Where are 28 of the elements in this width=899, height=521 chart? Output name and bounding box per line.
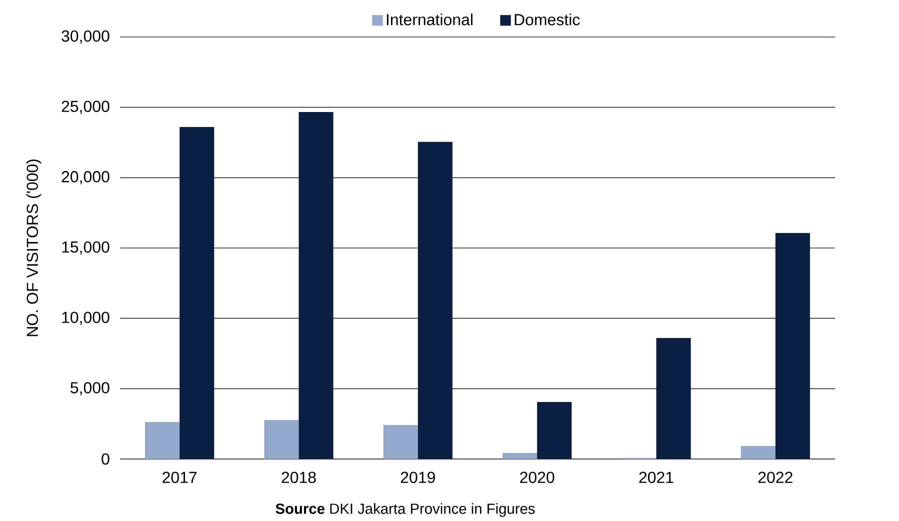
legend-label: Domestic: [514, 14, 580, 26]
y-tick-label: 30,000: [62, 30, 110, 44]
bar: [145, 422, 180, 459]
legend-label: International: [386, 14, 472, 26]
x-tick-label: 2020: [520, 472, 554, 484]
x-tick-label: 2018: [282, 472, 316, 484]
bar: [418, 142, 452, 459]
x-tick-label: 2019: [400, 472, 435, 484]
y-tick-label: 25,000: [62, 100, 110, 114]
bar: [264, 420, 299, 459]
bar: [180, 127, 214, 459]
y-tick-label: 5,000: [70, 382, 110, 396]
text: Source DKI Jakarta Province in Figures: [276, 503, 535, 517]
y-tick-label: 10,000: [62, 312, 110, 325]
y-tick-label: 15,000: [62, 241, 110, 255]
x-tick-label: 2017: [162, 472, 197, 484]
bar: [740, 446, 776, 459]
bar: [656, 338, 691, 459]
y-tick-label: 20,000: [62, 171, 110, 184]
bar: [502, 452, 538, 459]
y-axis-title: NO. OF VISITORS ('000): [26, 160, 42, 336]
y-tick-label: 0: [102, 453, 110, 465]
bar: [383, 424, 418, 459]
bar: [775, 232, 810, 459]
bar: [298, 112, 334, 459]
bar: [537, 402, 572, 459]
x-tick-label: 2021: [639, 472, 674, 484]
x-tick-label: 2022: [758, 472, 792, 484]
